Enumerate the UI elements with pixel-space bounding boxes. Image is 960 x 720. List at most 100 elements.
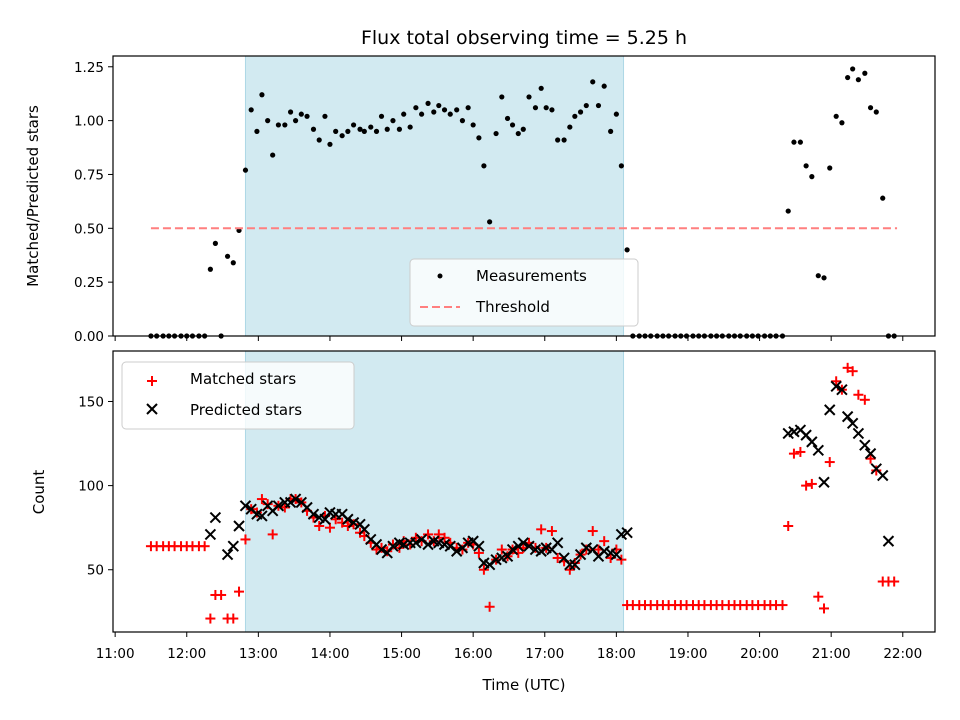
count-x-ticks: 11:00 12:00 13:00 14:00 15:00 16:00 17:00 18:00… — [96, 632, 922, 662]
cross-stroke-b — [398, 538, 410, 551]
matched-star-point — [831, 376, 842, 387]
x-tick-label: 14:00 — [311, 646, 350, 662]
measurement-point — [333, 128, 339, 134]
measurement-point — [618, 163, 624, 169]
measurement-point — [601, 83, 607, 89]
predicted-star-point — [523, 540, 535, 552]
matched-star-point — [889, 576, 900, 587]
cross-stroke-b — [319, 513, 331, 525]
cross-stroke-b — [512, 540, 524, 552]
measurement-point — [459, 118, 466, 124]
predicted-star-point — [864, 447, 877, 460]
measurement-point — [298, 111, 304, 117]
measurement-point — [567, 124, 573, 130]
matched-star-point — [473, 547, 484, 558]
measurement-point — [538, 85, 544, 91]
cross-stroke-b — [587, 543, 599, 556]
matched-star-point — [587, 526, 598, 537]
x-tick-label: 19:00 — [669, 646, 708, 662]
cross-stroke-b — [393, 537, 406, 549]
predicted-star-point — [239, 500, 252, 512]
y-tick-label: 0.00 — [74, 329, 104, 345]
predicted-star-point — [812, 444, 824, 456]
cross-stroke-b — [204, 528, 217, 541]
matched-star-point — [371, 544, 382, 555]
ratio-panel-frame — [112, 55, 936, 337]
matched-star-point — [777, 600, 788, 611]
matched-star-point — [348, 519, 359, 530]
cross-stroke-b — [794, 424, 807, 436]
ratio-y-axis-label: Matched/Predicted stars — [24, 105, 42, 287]
count-y-ticks: 50 100 150 — [78, 394, 113, 579]
y-tick-label: 100 — [78, 479, 104, 495]
legend-measurements-label: Measurements — [476, 267, 587, 285]
matched-star-point — [439, 532, 450, 543]
predicted-star-point — [836, 383, 848, 396]
cross-stroke-b — [221, 548, 234, 561]
predicted-star-points — [204, 380, 895, 571]
cross-stroke-b — [800, 429, 812, 441]
predicted-star-point — [221, 548, 234, 561]
measurement-point — [224, 253, 231, 259]
predicted-star-point — [233, 520, 245, 532]
cross-stroke-b — [824, 404, 836, 416]
cross-stroke-b — [272, 500, 285, 512]
predicted-star-point — [846, 417, 859, 430]
measurement-point — [310, 126, 317, 132]
predicted-star-point — [788, 426, 800, 438]
matched-star-point — [423, 529, 434, 540]
measurement-point — [413, 105, 419, 111]
measurement-point — [873, 109, 879, 115]
cross-stroke-b — [859, 439, 871, 451]
legend-threshold-label: Threshold — [475, 298, 550, 316]
cross-stroke-b — [428, 535, 440, 547]
predicted-star-point — [621, 527, 633, 539]
cross-stroke-b — [301, 501, 313, 514]
predicted-star-point — [319, 513, 331, 525]
measurement-point — [350, 122, 357, 128]
measurement-point — [549, 107, 555, 113]
measurement-point — [212, 240, 218, 246]
y-tick-label: 50 — [87, 563, 104, 579]
matched-star-point — [234, 586, 245, 597]
predicted-star-point — [256, 510, 268, 522]
ratio-x-ticks — [114, 336, 904, 341]
matched-star-point — [824, 457, 835, 468]
cross-stroke-b — [564, 558, 576, 571]
measurement-point — [595, 102, 602, 109]
measurement-point — [515, 130, 521, 137]
measurement-point — [470, 122, 476, 128]
measurement-point — [833, 113, 839, 119]
predicted-star-point — [375, 543, 388, 556]
legend-matched-label: Matched stars — [190, 370, 296, 388]
cross-stroke-b — [535, 545, 547, 557]
cross-stroke-b — [812, 444, 824, 456]
measurement-point — [275, 122, 282, 128]
matched-star-point — [581, 544, 592, 555]
measurement-point — [821, 275, 827, 281]
cross-stroke-b — [284, 496, 297, 509]
measurement-point — [785, 208, 791, 214]
cross-stroke-b — [415, 533, 428, 546]
cross-stroke-b — [370, 538, 383, 551]
predicted-star-point — [422, 538, 434, 551]
cross-stroke-b — [209, 511, 222, 524]
matched-star-point — [871, 465, 882, 476]
predicted-star-point — [824, 404, 836, 416]
measurement-point — [425, 100, 431, 106]
cross-stroke-b — [818, 476, 830, 488]
x-tick-label: 22:00 — [883, 646, 922, 662]
cross-stroke-b — [846, 417, 859, 430]
measurement-point — [357, 126, 363, 132]
y-tick-label: 1.25 — [74, 60, 104, 76]
y-tick-label: 150 — [78, 394, 104, 410]
predicted-star-point — [506, 543, 519, 556]
cross-stroke-b — [438, 538, 451, 551]
cross-stroke-b — [365, 533, 377, 546]
predicted-star-point — [535, 545, 547, 557]
matched-star-point — [262, 499, 273, 510]
matched-star-point — [478, 564, 489, 575]
ratio-panel: 0.00 0.25 0.50 0.75 1.00 1.25 Matched/Predict… — [24, 55, 936, 345]
measurement-point — [441, 107, 448, 113]
